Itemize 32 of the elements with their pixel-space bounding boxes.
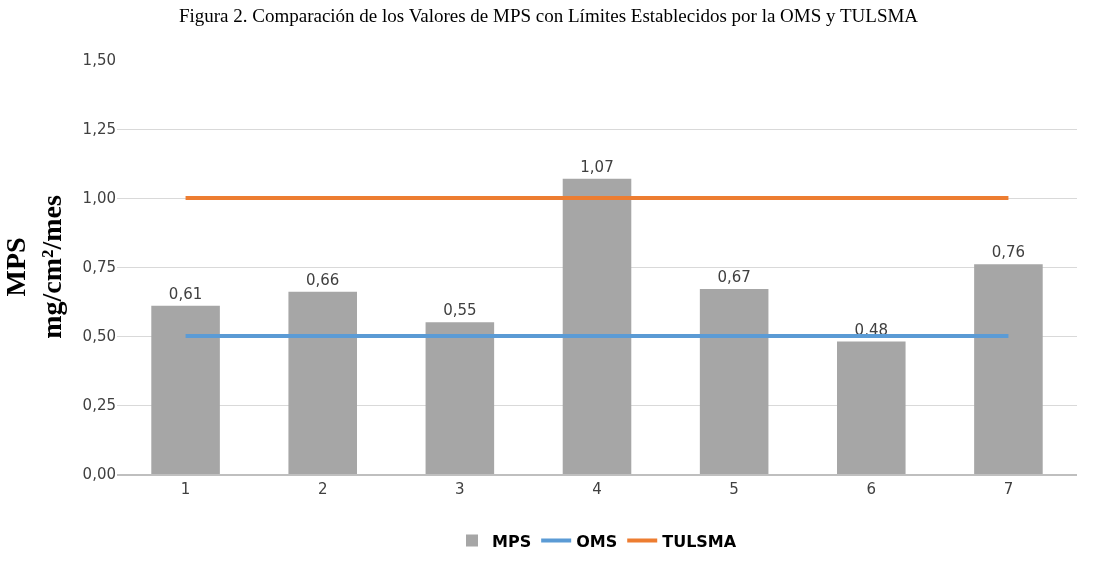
y-tick-label: 0,00 [82,465,116,484]
legend-label: MPS [492,531,532,551]
data-label: 0,76 [991,243,1026,262]
y-tick-label: 0,50 [82,327,116,346]
legend-label: OMS [576,531,618,551]
bar [562,178,632,474]
bar [974,264,1043,474]
data-label: 0,55 [443,301,477,320]
y-tick-label: 1,25 [82,120,116,139]
bar [699,289,769,474]
x-tick-label: 3 [455,480,465,498]
chart-title: Figura 2. Comparación de los Valores de MPS con Límites Establecidos por la OMS y TULSMA [178,4,919,26]
x-tick-label: 4 [592,480,602,498]
data-label: 1,07 [580,157,614,176]
y-tick-label: 1,50 [82,51,116,70]
x-tick-label: 1 [180,480,191,498]
y-axis-title: MPS mg/cm²/mes [0,195,68,339]
data-label: 0,67 [717,268,751,287]
y-tick-label: 0,25 [82,396,116,415]
data-label: 0,66 [306,270,340,289]
x-tick-label: 5 [729,480,739,498]
x-tick-label: 6 [866,480,877,498]
bar [151,305,220,474]
y-tick-label: 1,00 [82,189,116,208]
bar [288,291,357,474]
data-label: 0,61 [168,284,203,303]
y-tick-label: 0,75 [82,258,116,277]
legend-label: TULSMA [662,531,737,551]
x-tick-label: 7 [1003,480,1014,498]
x-tick-label: 2 [317,480,328,498]
bar [837,341,906,474]
bar [425,322,495,474]
